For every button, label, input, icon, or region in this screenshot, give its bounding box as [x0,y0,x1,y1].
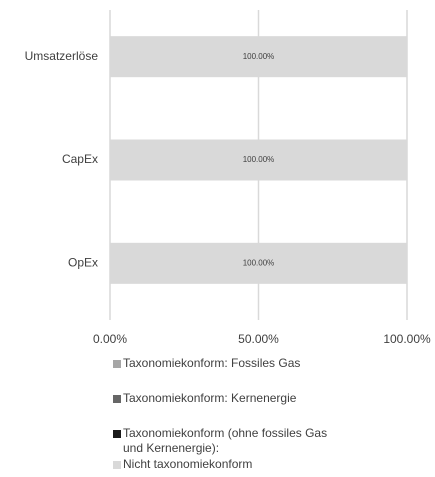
legend-label: Nicht taxonomiekonform [123,457,253,471]
data-label: 100.00% [243,155,275,164]
legend-label: Taxonomiekonform: Fossiles Gas [123,356,301,370]
legend-label: Taxonomiekonform: Kernenergie [123,391,297,405]
legend-item: Taxonomiekonform (ohne fossiles Gas und … [113,426,348,456]
legend-swatch [113,430,121,438]
legend-swatch [113,395,121,403]
legend-swatch [113,360,121,368]
y-tick-label: Umsatzerlöse [25,49,99,63]
data-label: 100.00% [243,52,275,61]
y-tick-label: CapEx [62,152,98,166]
bar-segment [110,139,407,181]
legend-swatch [113,461,121,469]
x-tick-label: 50.00% [238,332,279,346]
bar-segment [110,36,407,78]
data-label: 100.00% [243,258,275,267]
bar-segment [110,242,407,284]
x-tick-label: 100.00% [383,332,431,346]
y-tick-label: OpEx [68,256,98,270]
x-tick-label: 0.00% [93,332,127,346]
legend-item: Taxonomiekonform: Fossiles Gas [113,356,300,371]
legend-label: Taxonomiekonform (ohne fossiles Gas und … [123,426,328,455]
legend-item: Taxonomiekonform: Kernenergie [113,391,296,406]
legend-item: Nicht taxonomiekonform [113,457,252,472]
plot: 0.00% 50.00% 100.00% Umsatzerlöse 100.00% Cap… [25,10,431,346]
